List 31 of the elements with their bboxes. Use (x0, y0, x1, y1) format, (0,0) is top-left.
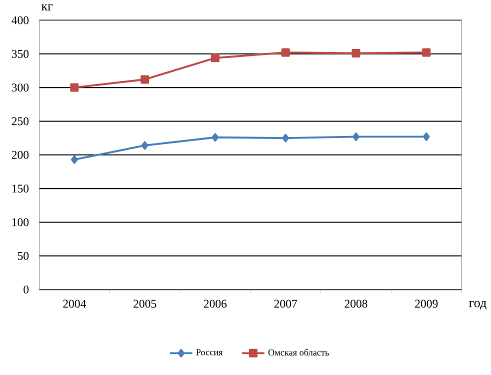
legend-label: Россия (196, 349, 223, 356)
y-tick-label: 50 (18, 252, 29, 260)
y-tick-label: 200 (12, 151, 29, 160)
x-tick-label: 2005 (134, 300, 156, 308)
point (352, 49, 360, 58)
point (281, 48, 290, 57)
x-tick-label: 2009 (415, 300, 438, 308)
y-tick-label: 350 (12, 50, 29, 58)
point (210, 54, 220, 62)
x-tick-label: 2007 (274, 300, 298, 308)
y-tick-label: 250 (12, 117, 29, 126)
point (212, 133, 219, 142)
point (141, 141, 148, 150)
y-axis-title: кг (41, 4, 53, 11)
x-tick-label: 2006 (204, 300, 227, 308)
y-tick-label: 100 (12, 218, 29, 226)
point (352, 132, 360, 142)
point (422, 48, 431, 57)
y-tick-label: 400 (12, 16, 29, 24)
y-tick-label: 150 (12, 184, 29, 193)
y-tick-label: 0 (24, 286, 29, 294)
legend-label: Омская область (268, 349, 329, 356)
point (422, 132, 430, 142)
point (70, 156, 78, 164)
y-tick-label: 300 (12, 84, 29, 92)
x-tick-label: 2004 (63, 300, 86, 308)
x-tick-label: 2008 (344, 300, 368, 308)
point (70, 84, 79, 92)
x-axis-title: год (469, 301, 486, 310)
point (140, 75, 150, 84)
point (282, 134, 290, 143)
